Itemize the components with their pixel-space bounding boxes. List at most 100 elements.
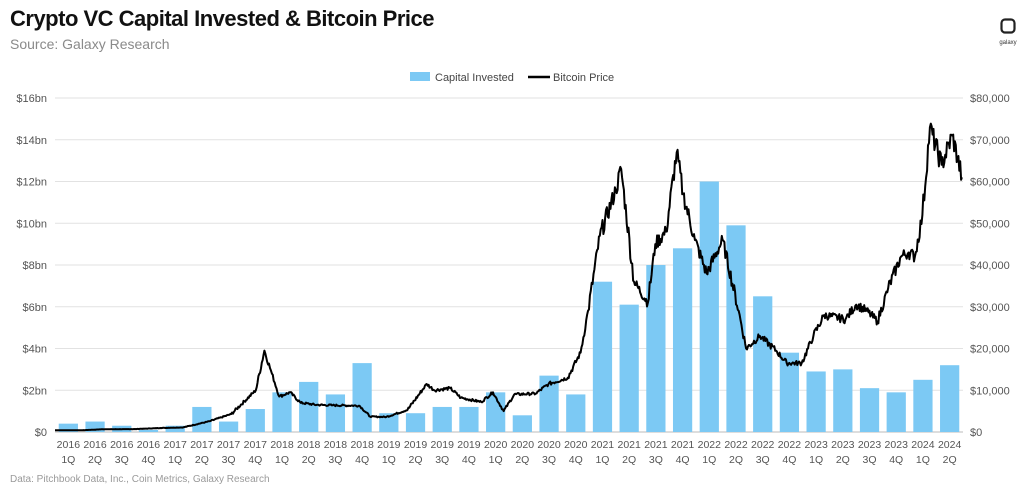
x-tick-quarter: 4Q	[141, 454, 155, 466]
x-tick-year: 2016	[110, 439, 134, 451]
capital-bar	[245, 409, 265, 432]
capital-bar	[806, 371, 826, 432]
x-tick-quarter: 4Q	[782, 454, 796, 466]
x-tick-year: 2016	[57, 439, 81, 451]
capital-bar	[352, 363, 372, 432]
y-left-tick-label: $8bn	[23, 260, 47, 272]
x-tick-year: 2018	[270, 439, 294, 451]
capital-bar	[592, 281, 613, 432]
x-tick-quarter: 4Q	[355, 454, 369, 466]
x-tick-year: 2023	[804, 439, 828, 451]
x-tick-year: 2018	[324, 439, 348, 451]
x-tick-quarter: 3Q	[435, 454, 449, 466]
x-tick-quarter: 4Q	[676, 454, 690, 466]
x-tick-quarter: 3Q	[222, 454, 236, 466]
capital-bar	[833, 369, 853, 432]
y-axis-right: $0 $10,000 $20,000 $30,000 $40,000 $50,000 $60…	[970, 93, 1010, 439]
chart-area: $0 $2bn $4bn $6bn $8bn $10bn $12bn $14bn $16bn $…	[16, 72, 1010, 466]
y-left-tick-label: $4bn	[23, 344, 47, 356]
x-tick-quarter: 1Q	[275, 454, 289, 466]
x-tick-year: 2020	[484, 439, 508, 451]
x-tick-quarter: 1Q	[382, 454, 396, 466]
x-tick-year: 2022	[724, 439, 748, 451]
y-right-tick-label: $20,000	[970, 344, 1010, 356]
x-tick-year: 2018	[350, 439, 374, 451]
capital-bar	[138, 429, 159, 432]
x-tick-quarter: 1Q	[595, 454, 609, 466]
capital-bar	[325, 394, 346, 432]
y-right-tick-label: $40,000	[970, 260, 1010, 272]
x-axis: 2016 1Q 2016 2Q 2016 3Q 2016 4Q 2017 1Q 2017 2Q 2017…	[57, 439, 962, 466]
capital-bar	[753, 296, 773, 432]
x-tick-year: 2023	[831, 439, 855, 451]
y-left-tick-label: $0	[35, 427, 47, 439]
x-tick-year: 2017	[163, 439, 187, 451]
y-left-tick-label: $10bn	[16, 218, 47, 230]
x-tick-quarter: 3Q	[756, 454, 770, 466]
x-tick-quarter: 3Q	[649, 454, 663, 466]
capital-bar	[859, 388, 880, 432]
capital-bar	[619, 304, 639, 432]
x-tick-year: 2021	[671, 439, 695, 451]
x-tick-year: 2020	[511, 439, 535, 451]
x-tick-quarter: 4Q	[462, 454, 476, 466]
x-tick-year: 2018	[297, 439, 321, 451]
x-tick-year: 2019	[404, 439, 428, 451]
x-tick-quarter: 1Q	[702, 454, 716, 466]
galaxy-logo-icon	[1000, 18, 1016, 34]
capital-bar	[165, 425, 185, 432]
x-tick-year: 2021	[644, 439, 668, 451]
capital-bar	[699, 181, 719, 432]
x-tick-quarter: 4Q	[248, 454, 262, 466]
x-tick-year: 2017	[244, 439, 268, 451]
legend-swatch-capital	[410, 72, 430, 81]
y-left-tick-label: $14bn	[16, 135, 47, 147]
capital-bar	[512, 415, 532, 432]
capital-bar	[779, 352, 800, 432]
x-tick-quarter: 2Q	[195, 454, 209, 466]
x-tick-year: 2023	[885, 439, 909, 451]
y-left-tick-label: $16bn	[16, 93, 47, 105]
x-tick-year: 2019	[457, 439, 481, 451]
legend-label-bitcoin: Bitcoin Price	[553, 72, 614, 84]
x-tick-quarter: 1Q	[809, 454, 823, 466]
capital-bar	[192, 406, 212, 432]
capital-bar	[539, 375, 559, 432]
x-tick-year: 2024	[938, 439, 962, 451]
y-right-tick-label: $50,000	[970, 218, 1010, 230]
x-tick-year: 2020	[537, 439, 561, 451]
legend: Capital Invested Bitcoin Price	[410, 72, 614, 84]
x-tick-year: 2017	[190, 439, 214, 451]
x-tick-quarter: 4Q	[569, 454, 583, 466]
data-source-note: Data: Pitchbook Data, Inc., Coin Metrics…	[10, 474, 270, 485]
y-right-tick-label: $30,000	[970, 302, 1010, 314]
gridlines	[55, 97, 963, 433]
x-tick-quarter: 2Q	[515, 454, 529, 466]
x-tick-year: 2019	[377, 439, 401, 451]
x-tick-quarter: 2Q	[302, 454, 316, 466]
y-left-tick-label: $2bn	[23, 385, 47, 397]
x-tick-quarter: 1Q	[168, 454, 182, 466]
capital-bar	[913, 379, 933, 432]
chart-title: Crypto VC Capital Invested & Bitcoin Pri…	[10, 6, 434, 31]
legend-label-capital: Capital Invested	[435, 72, 514, 84]
capital-bar	[886, 392, 906, 432]
capital-bar	[646, 265, 666, 432]
x-tick-year: 2023	[858, 439, 882, 451]
chart-subtitle: Source: Galaxy Research	[10, 36, 170, 52]
capital-bar	[218, 421, 239, 432]
x-tick-quarter: 2Q	[409, 454, 423, 466]
x-tick-quarter: 4Q	[889, 454, 903, 466]
y-right-tick-label: $0	[970, 427, 982, 439]
capital-bar	[85, 421, 105, 432]
x-tick-year: 2021	[617, 439, 641, 451]
capital-bar	[940, 365, 960, 432]
y-left-tick-label: $6bn	[23, 302, 47, 314]
y-right-tick-label: $70,000	[970, 135, 1010, 147]
bitcoin-price-line	[54, 122, 963, 432]
capital-bar	[566, 394, 586, 432]
capital-bar	[299, 381, 319, 432]
x-tick-year: 2017	[217, 439, 241, 451]
capital-bar	[672, 248, 693, 432]
x-tick-quarter: 3Q	[863, 454, 877, 466]
